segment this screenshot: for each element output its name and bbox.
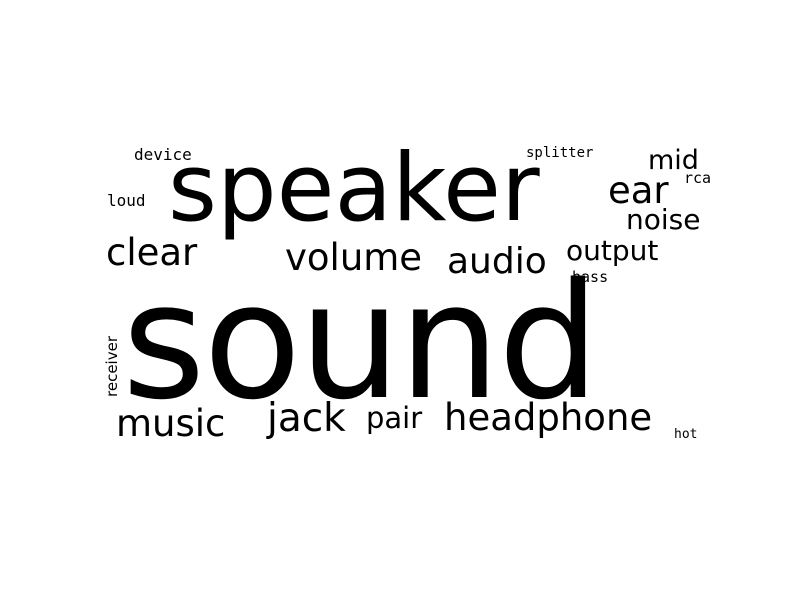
word-receiver: receiver [102,336,121,397]
word-speaker: speaker [168,134,540,243]
word-audio: audio [447,241,547,282]
word-ear: ear [608,169,669,212]
word-volume: volume [285,236,423,279]
word-noise: noise [626,203,701,236]
word-clear: clear [106,231,198,274]
word-loud: loud [107,191,146,210]
word-music: music [116,402,226,445]
word-mid: mid [648,145,699,176]
word-splitter: splitter [526,145,594,161]
word-sound: sound [122,248,600,435]
word-headphone: headphone [444,396,653,439]
word-hot: hot [674,427,698,442]
word-device: device [134,145,192,164]
word-bass: bass [572,268,609,286]
word-output: output [566,234,659,267]
word-rca: rca [684,169,712,187]
word-pair: pair [366,401,423,435]
word-jack: jack [267,396,346,441]
